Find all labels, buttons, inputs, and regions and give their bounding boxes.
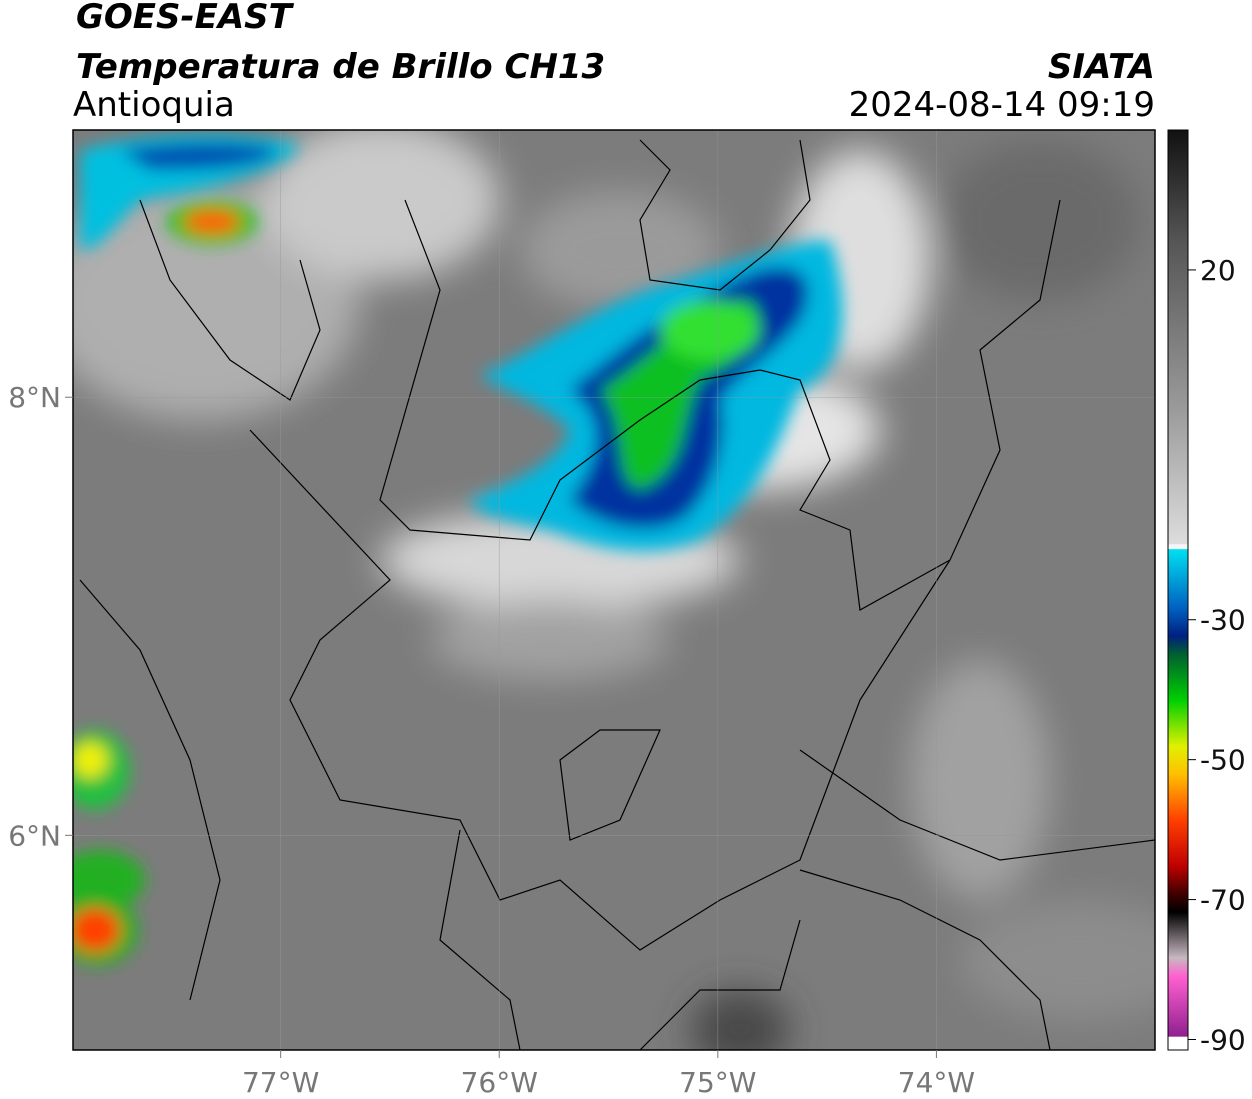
colorbar-tick-label: -90 [1200, 1024, 1246, 1057]
satellite-title: GOES-EAST [76, 0, 295, 37]
datetime-label: 2024-08-14 09:19 [849, 85, 1155, 125]
lat-tick-label: 6°N [8, 819, 61, 852]
colorbar-tick-label: -30 [1200, 604, 1246, 637]
colorbar-tick-label: -50 [1200, 744, 1246, 777]
agency-label: SIATA [1048, 47, 1155, 87]
colorbar [1167, 129, 1189, 1051]
lat-tick-label: 8°N [8, 381, 61, 414]
lon-tick-label: 76°W [461, 1066, 538, 1099]
product-title: Temperatura de Brillo CH13 [76, 47, 605, 87]
lon-tick-label: 77°W [242, 1066, 319, 1099]
lon-tick-label: 75°W [679, 1066, 756, 1099]
map-frame [72, 129, 1156, 1051]
region-label: Antioquia [73, 85, 235, 125]
satellite-image [73, 130, 1155, 1050]
colorbar-tick-label: 20 [1200, 254, 1236, 287]
colorbar-tick-label: -70 [1200, 884, 1246, 917]
lon-tick-label: 74°W [898, 1066, 975, 1099]
